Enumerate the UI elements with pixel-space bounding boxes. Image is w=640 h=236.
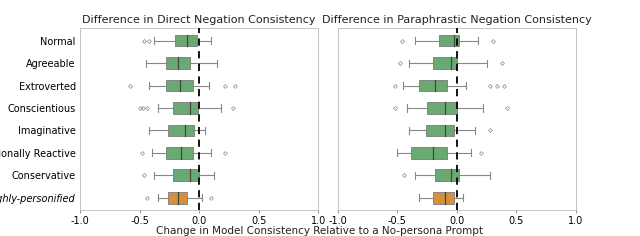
FancyBboxPatch shape [175, 35, 197, 46]
FancyBboxPatch shape [433, 192, 454, 203]
Title: Difference in Direct Negation Consistency: Difference in Direct Negation Consistenc… [83, 15, 316, 25]
FancyBboxPatch shape [173, 169, 199, 181]
FancyBboxPatch shape [166, 80, 193, 91]
FancyBboxPatch shape [435, 169, 459, 181]
Title: Difference in Paraphrastic Negation Consistency: Difference in Paraphrastic Negation Cons… [322, 15, 591, 25]
Text: Change in Model Consistency Relative to a No-persona Prompt: Change in Model Consistency Relative to … [157, 226, 483, 236]
FancyBboxPatch shape [168, 192, 188, 203]
FancyBboxPatch shape [419, 80, 447, 91]
FancyBboxPatch shape [166, 57, 189, 69]
FancyBboxPatch shape [166, 147, 193, 159]
FancyBboxPatch shape [412, 147, 447, 159]
FancyBboxPatch shape [173, 102, 198, 114]
FancyBboxPatch shape [439, 35, 459, 46]
FancyBboxPatch shape [433, 57, 457, 69]
FancyBboxPatch shape [426, 125, 454, 136]
FancyBboxPatch shape [427, 102, 457, 114]
FancyBboxPatch shape [168, 125, 195, 136]
